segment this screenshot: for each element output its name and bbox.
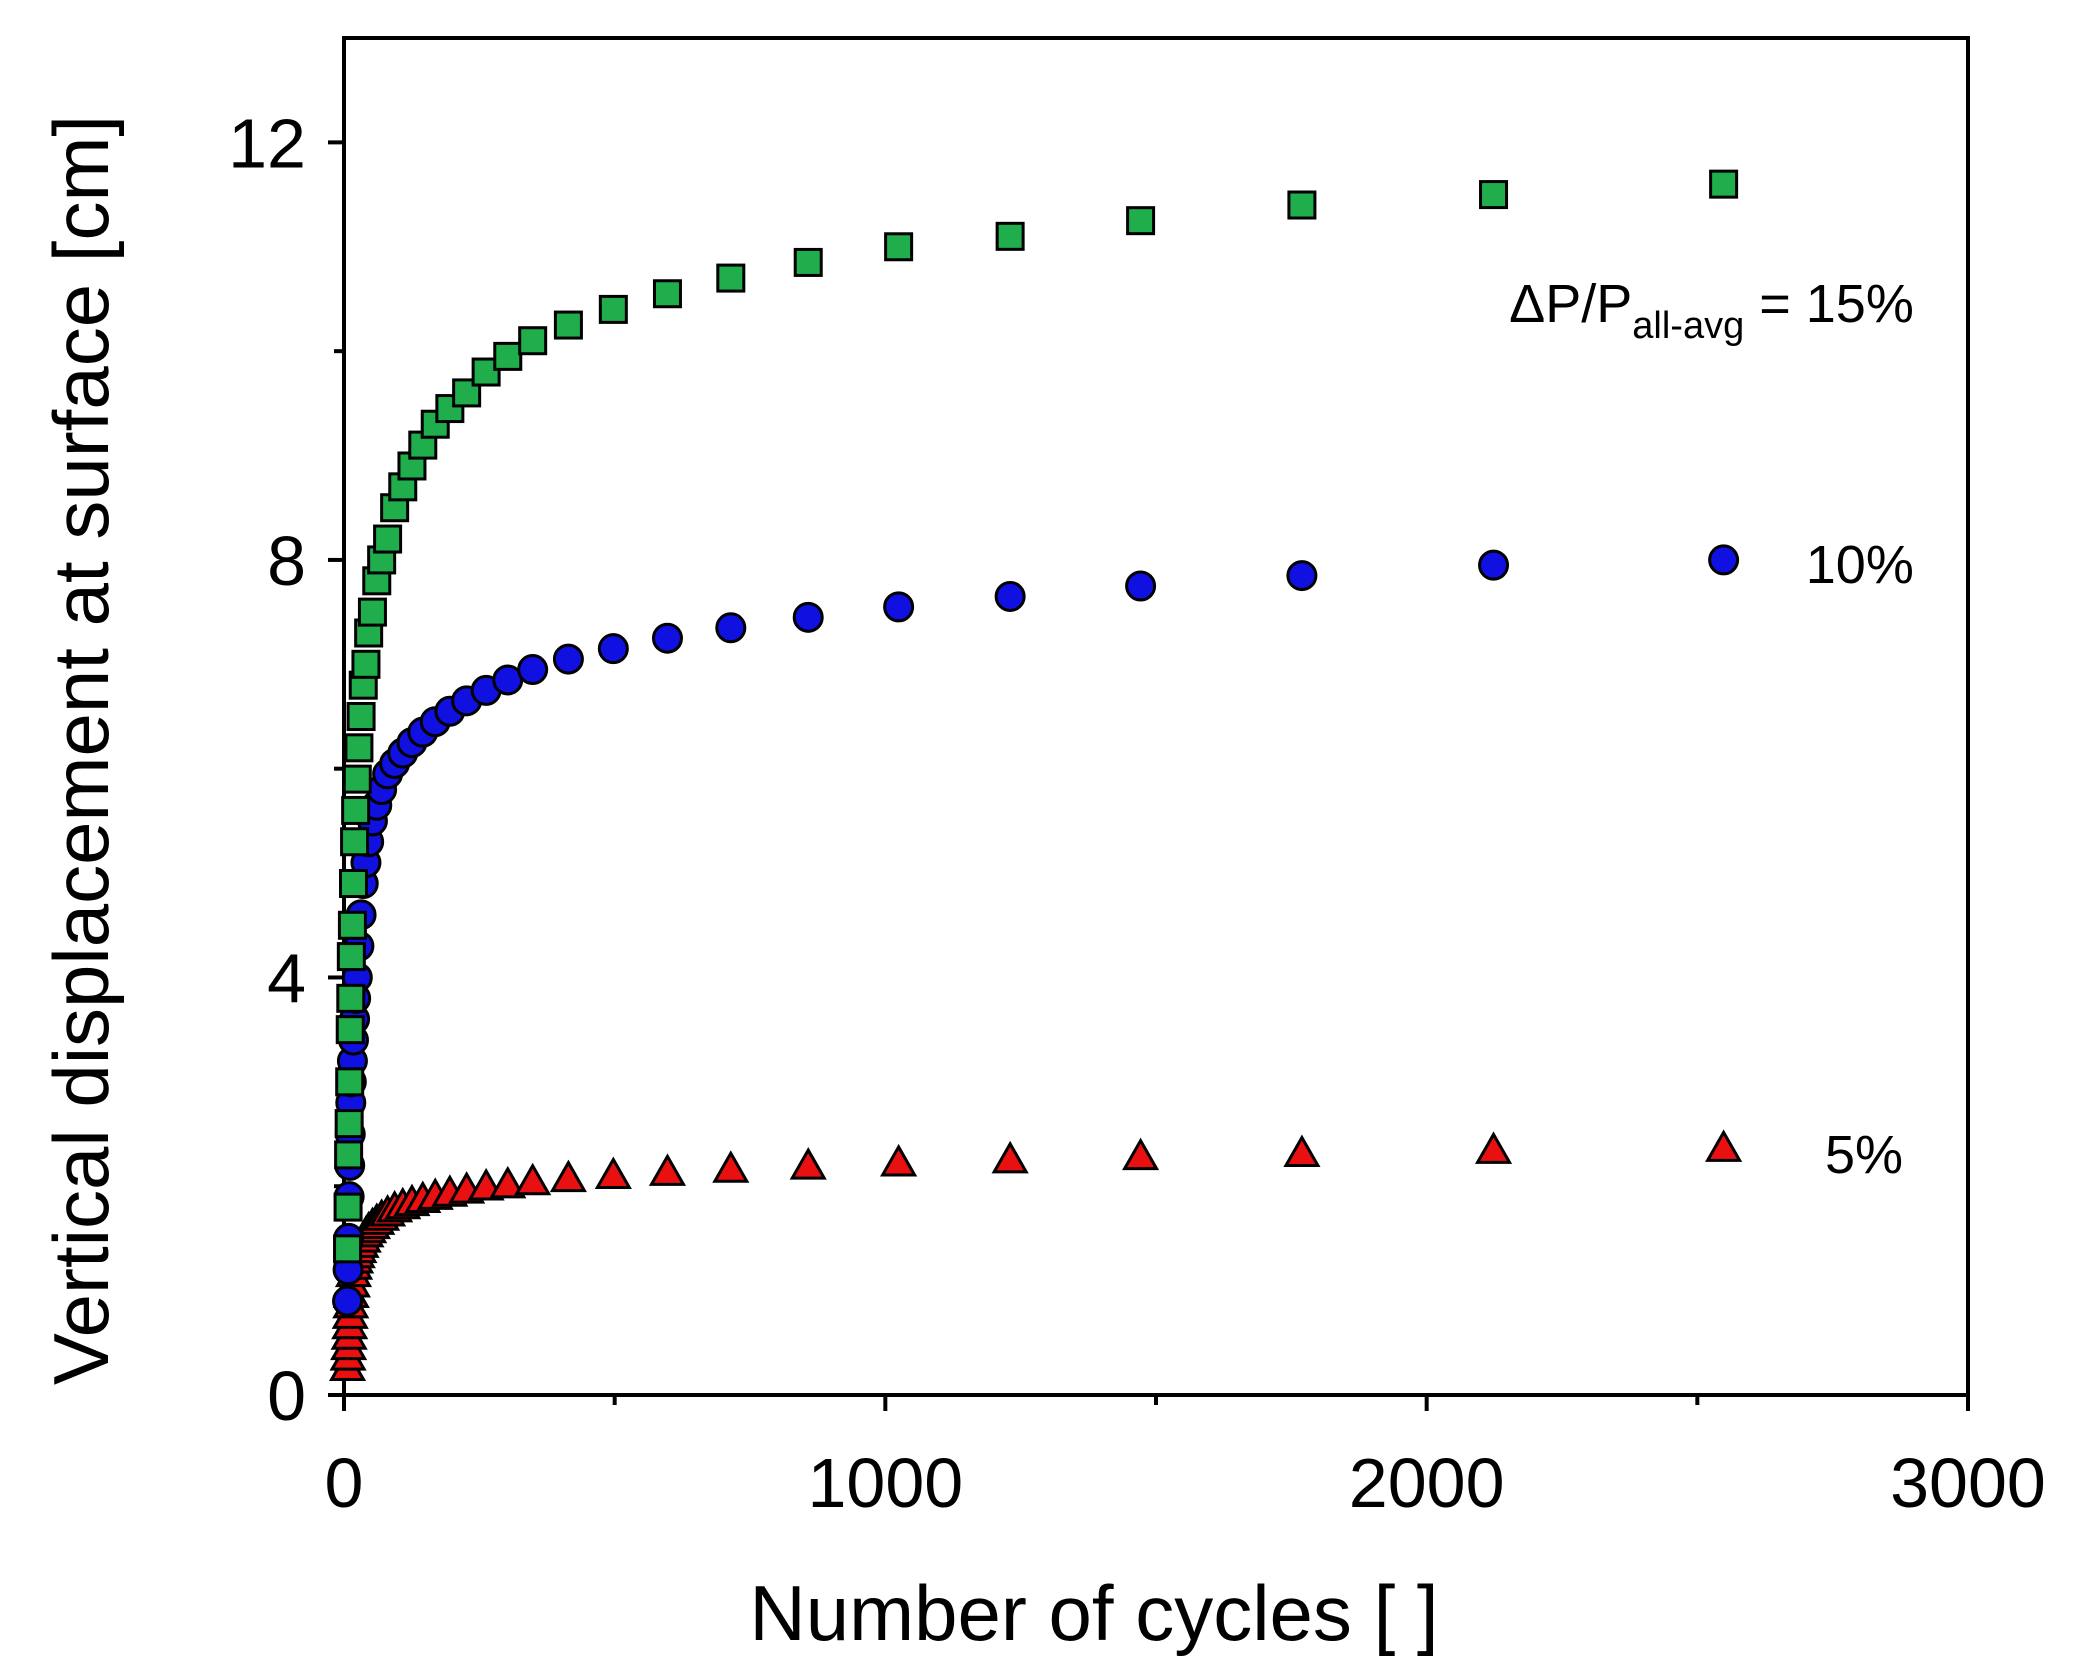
data-point-triangle (1122, 1137, 1160, 1171)
data-point-square (341, 795, 371, 825)
y-tick-label: 4 (267, 939, 306, 1017)
data-point-square (716, 263, 746, 293)
data-point-circle (1708, 544, 1740, 576)
data-point-circle (792, 601, 824, 633)
data-point-circle (332, 1285, 364, 1317)
x-tick-label: 2000 (1349, 1444, 1505, 1522)
data-point-triangle (549, 1159, 587, 1193)
series-circle-10pct (332, 544, 1740, 1317)
data-point-square (1126, 206, 1156, 236)
data-point-circle (1125, 570, 1157, 602)
data-point-square (334, 1140, 364, 1170)
data-point-triangle (514, 1162, 552, 1196)
data-point-circle (994, 580, 1026, 612)
y-tick-label: 0 (267, 1357, 306, 1435)
x-tick-label: 1000 (807, 1444, 963, 1522)
data-point-triangle (991, 1140, 1029, 1174)
data-point-triangle (1705, 1129, 1743, 1162)
y-tick-label: 8 (267, 522, 306, 600)
data-point-square (420, 409, 450, 439)
data-point-square (335, 1015, 365, 1045)
y-axis-label: Vertical displacement at surface [cm] (37, 115, 125, 1385)
data-point-square (1709, 169, 1739, 199)
data-point-square (333, 1192, 363, 1222)
data-point-triangle (1474, 1131, 1513, 1164)
data-point-triangle (489, 1165, 527, 1199)
data-point-triangle (880, 1143, 918, 1177)
data-point-square (346, 702, 376, 731)
x-axis-label: Number of cycles [ ] (749, 1569, 1438, 1657)
data-point-square (342, 764, 372, 794)
data-point-square (338, 869, 368, 899)
data-point-square (357, 597, 387, 627)
data-point-square (340, 827, 370, 857)
series-layer (328, 169, 1743, 1382)
annotation-15pct-main: ΔP/P (1509, 274, 1632, 334)
data-point-square (1287, 190, 1317, 220)
data-point-triangle (648, 1153, 687, 1186)
series-square-15pct (333, 169, 1739, 1264)
x-tick-label: 0 (325, 1444, 364, 1522)
data-point-triangle (789, 1147, 827, 1180)
data-point-square (334, 1109, 364, 1139)
data-point-square (336, 942, 366, 972)
data-point-square (336, 983, 366, 1013)
data-point-square (1479, 180, 1509, 210)
annotation-15pct: ΔP/Pall-avg = 15% (1509, 274, 1914, 347)
annotation-10pct: 10% (1806, 535, 1914, 595)
data-point-triangle (712, 1150, 750, 1183)
data-point-square (493, 341, 523, 371)
data-point-square (373, 524, 403, 554)
data-point-circle (651, 622, 683, 654)
data-point-circle (1286, 560, 1318, 592)
data-point-square (598, 294, 628, 324)
y-tick-label: 12 (228, 104, 306, 182)
data-point-square (344, 733, 374, 763)
annotation-5pct: 5% (1825, 1125, 1903, 1185)
data-point-square (335, 1067, 365, 1097)
y-axis: 0 4 8 12 (228, 104, 344, 1435)
series-triangle-5pct (328, 1129, 1743, 1382)
data-point-triangle (594, 1156, 632, 1189)
x-axis: 0 1000 2000 3000 (325, 1393, 2046, 1522)
data-point-circle (597, 633, 629, 665)
data-point-triangle (1283, 1134, 1321, 1168)
data-point-square (553, 310, 583, 340)
data-point-circle (517, 654, 549, 686)
x-tick-label: 3000 (1890, 1444, 2046, 1522)
data-point-square (351, 649, 381, 679)
data-point-circle (883, 591, 915, 623)
data-point-square (518, 326, 548, 356)
plot-frame (342, 36, 1970, 1397)
data-point-square (995, 221, 1025, 251)
data-point-circle (1478, 549, 1510, 581)
data-point-square (337, 910, 367, 940)
data-point-square (333, 1234, 363, 1264)
data-point-square (652, 279, 682, 309)
data-point-circle (715, 612, 747, 644)
data-point-circle (552, 643, 584, 675)
annotation-15pct-sub: all-avg (1632, 305, 1744, 347)
data-point-square (793, 247, 823, 277)
data-point-square (884, 232, 914, 262)
annotation-15pct-tail: = 15% (1744, 274, 1914, 334)
